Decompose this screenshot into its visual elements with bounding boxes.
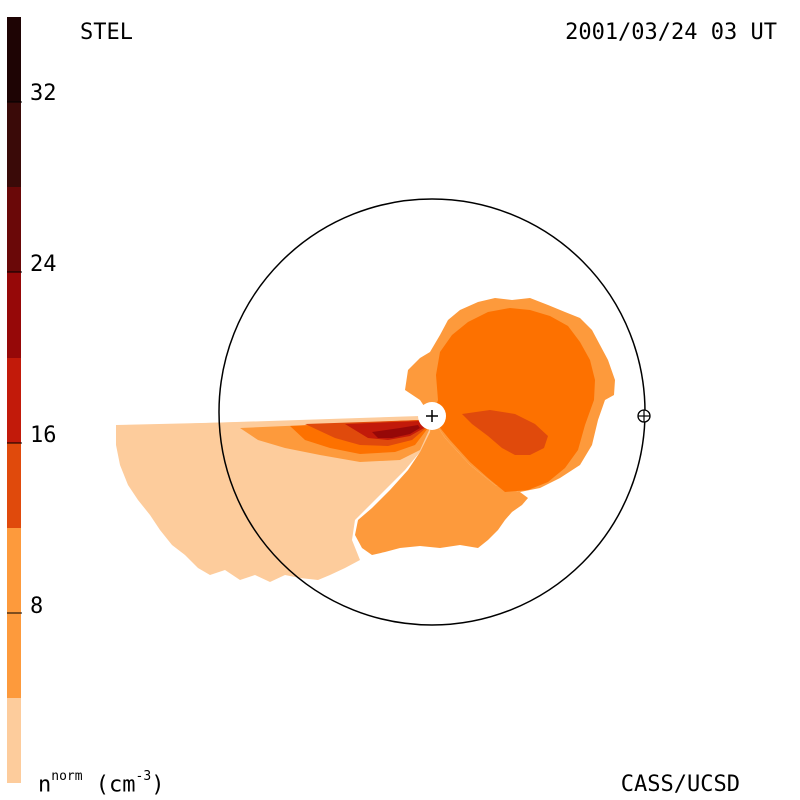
region-streak [116,416,421,432]
region-mid [432,308,595,492]
unit-sup: norm [51,769,83,784]
region-dark-core [462,410,548,455]
unit-base: n [38,772,52,798]
colorbar-band-8 [7,102,21,187]
colorbar-tick-label-8: 8 [30,594,44,619]
unit-exp: -3 [135,769,152,784]
colorbar-tick-label-24: 24 [30,252,57,277]
timestamp-label: 2001/03/24 03 UT [565,20,777,45]
instrument-label: STEL [80,20,133,45]
region-tail-deep [372,425,420,438]
colorbar-band-9 [7,17,21,102]
colorbar-band-6 [7,272,21,358]
colorbar-band-1 [7,698,21,783]
credit-label: CASS/UCSD [620,772,740,797]
colorbar-band-4 [7,443,21,528]
colorbar-band-7 [7,187,21,272]
unit-label: nnorm (cm-3) [38,770,165,798]
unit-rest: (cm [82,772,136,798]
colorbar [7,17,22,783]
region-light [355,418,528,555]
colorbar-tick-label-32: 32 [30,81,57,106]
unit-close: ) [151,772,165,798]
colorbar-band-5 [7,358,21,443]
colorbar-tick-label-16: 16 [30,423,57,448]
